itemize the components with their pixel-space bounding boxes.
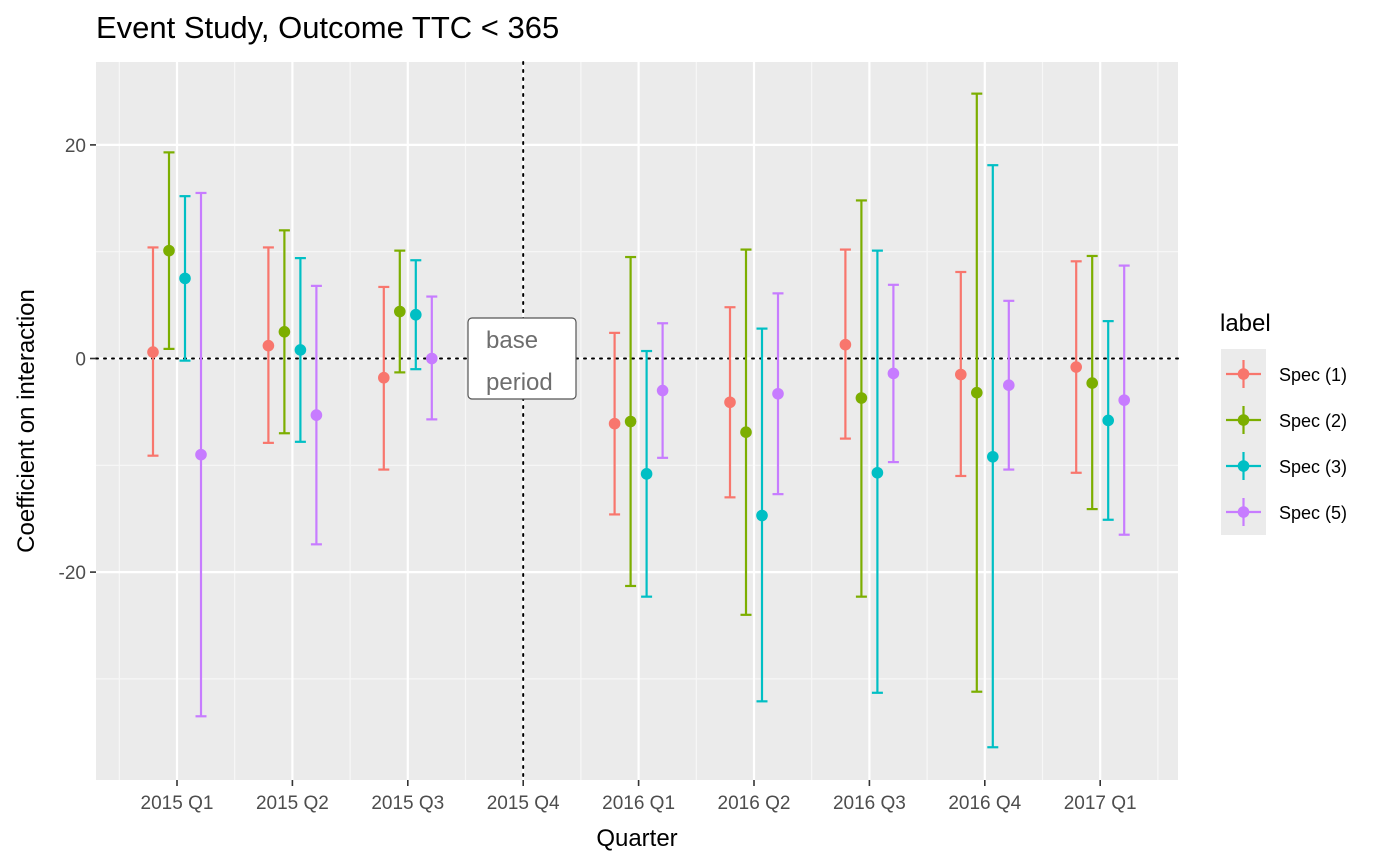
point-estimate — [740, 426, 752, 438]
point-estimate — [278, 326, 291, 338]
legend-label: Spec (5) — [1279, 503, 1347, 523]
point-estimate — [772, 387, 784, 400]
point-estimate — [294, 344, 307, 356]
point-estimate — [971, 386, 983, 399]
x-tick-label: 2016 Q2 — [718, 793, 791, 814]
point-estimate — [378, 371, 390, 384]
x-axis: 2015 Q1 2015 Q2 2015 Q3 2015 Q4 2016 Q1 2016 … — [141, 780, 1137, 814]
legend-key-point — [1237, 506, 1250, 518]
legend-label: Spec (3) — [1279, 457, 1347, 477]
chart-title: Event Study, Outcome TTC < 365 — [96, 10, 560, 45]
point-estimate — [871, 466, 884, 479]
point-estimate — [624, 415, 637, 428]
legend-key-point — [1237, 414, 1250, 426]
legend-item: Spec (1) — [1226, 360, 1347, 388]
x-tick-label: 2015 Q4 — [487, 793, 560, 814]
x-tick-label: 2015 Q3 — [371, 793, 444, 814]
x-axis-title: Quarter — [596, 825, 677, 852]
legend-item: Spec (2) — [1226, 406, 1347, 434]
y-axis-title: Coefficient on interaction — [13, 289, 40, 553]
legend: label Spec (1) Spec (2) Spec (3) Spec (5) — [1220, 310, 1347, 535]
point-estimate — [195, 448, 207, 461]
annotation-line-1: base — [486, 327, 538, 354]
point-estimate — [1118, 394, 1130, 406]
x-tick-label: 2016 Q3 — [833, 793, 906, 814]
legend-label: Spec (1) — [1279, 365, 1347, 385]
series-3 — [179, 164, 1114, 749]
x-tick-label: 2015 Q1 — [141, 793, 214, 814]
annotation-line-2: period — [486, 369, 553, 396]
legend-label: Spec (2) — [1279, 411, 1347, 431]
point-estimate — [640, 468, 653, 480]
point-estimate — [310, 409, 323, 421]
point-estimate — [163, 244, 175, 257]
y-tick-label: 20 — [65, 136, 86, 157]
point-estimate — [656, 384, 669, 397]
legend-key-point — [1237, 368, 1250, 380]
legend-key-point — [1237, 460, 1250, 472]
series-1 — [147, 246, 1082, 516]
reference-lines — [95, 61, 1179, 781]
point-estimate — [887, 367, 900, 380]
grid-major — [96, 62, 1178, 780]
point-estimate — [839, 338, 852, 351]
point-estimate — [179, 272, 191, 285]
point-estimate — [410, 308, 422, 321]
point-estimate — [1102, 414, 1114, 427]
x-tick-label: 2015 Q2 — [256, 793, 329, 814]
series-2 — [163, 92, 1098, 693]
x-tick-label: 2016 Q4 — [948, 793, 1021, 814]
point-estimate — [608, 417, 621, 430]
point-estimate — [147, 346, 159, 358]
base-period-annotation: base period — [467, 317, 577, 400]
point-estimate — [987, 450, 999, 463]
y-tick-label: -20 — [59, 563, 86, 584]
grid-minor — [96, 62, 1178, 780]
annotation-box — [467, 317, 577, 400]
series-layer — [147, 92, 1130, 749]
series-4 — [195, 191, 1130, 718]
y-axis: -20 0 20 — [59, 136, 96, 584]
point-estimate — [394, 305, 406, 318]
point-estimate — [756, 509, 768, 522]
point-estimate — [262, 339, 275, 352]
plot-panel — [96, 62, 1178, 780]
legend-item: Spec (5) — [1226, 498, 1347, 526]
point-estimate — [855, 392, 868, 404]
x-tick-label: 2016 Q1 — [602, 793, 675, 814]
x-tick-label: 2017 Q1 — [1064, 793, 1137, 814]
point-estimate — [1070, 361, 1082, 373]
point-estimate — [724, 396, 736, 409]
point-estimate — [955, 368, 967, 381]
point-estimate — [1086, 377, 1098, 389]
point-estimate — [426, 352, 438, 365]
legend-item: Spec (3) — [1226, 452, 1347, 480]
legend-title: label — [1220, 310, 1271, 337]
point-estimate — [1003, 379, 1015, 392]
y-tick-label: 0 — [75, 350, 86, 371]
